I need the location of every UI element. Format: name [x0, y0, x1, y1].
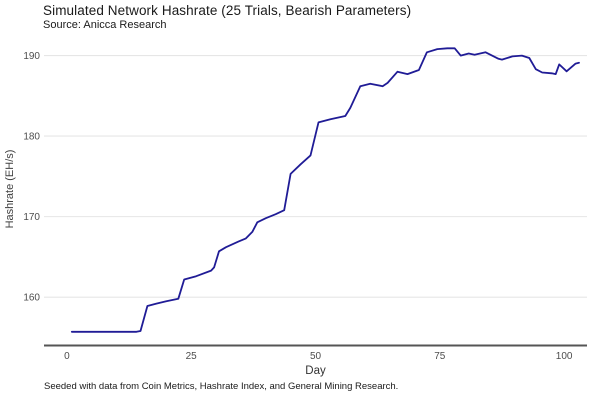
x-tick-label: 75 — [434, 351, 446, 362]
y-tick-label: 170 — [23, 212, 40, 223]
x-axis-label: Day — [305, 365, 326, 377]
x-tick-label: 100 — [556, 351, 573, 362]
chart-title: Simulated Network Hashrate (25 Trials, B… — [43, 3, 412, 18]
x-tick-label: 25 — [186, 351, 198, 362]
y-tick-label: 190 — [23, 51, 40, 62]
x-tick-label: 0 — [64, 351, 70, 362]
x-tick-label: 50 — [310, 351, 322, 362]
chart-source: Source: Anicca Research — [43, 19, 167, 31]
hashrate-line — [70, 47, 580, 333]
chart-caption: Seeded with data from Coin Metrics, Hash… — [44, 381, 399, 392]
y-tick-label: 180 — [23, 132, 40, 143]
y-tick-label: 160 — [23, 293, 40, 304]
